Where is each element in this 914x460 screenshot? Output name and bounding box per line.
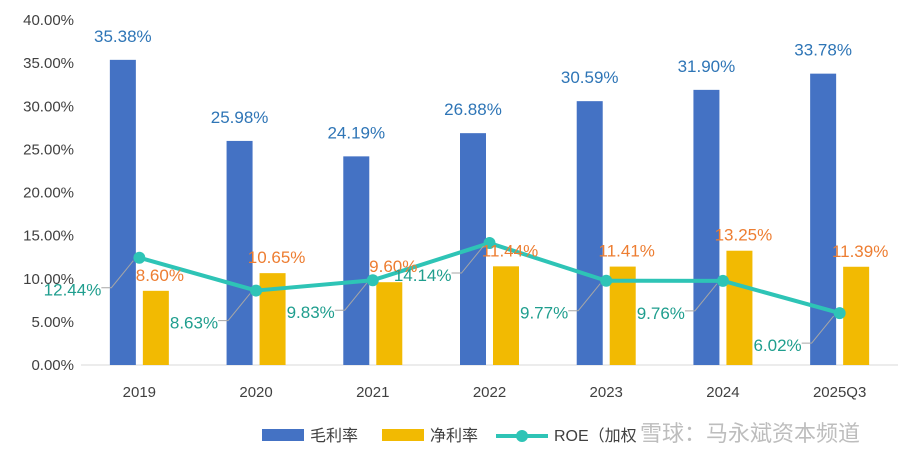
y-tick-label: 25.00% (23, 141, 74, 158)
legend: 毛利率 净利率 ROE（加权 (262, 427, 637, 445)
roe-point (133, 251, 146, 264)
legend-marker-roe (516, 430, 528, 442)
roe-label: 14.14% (394, 266, 452, 285)
roe-point (250, 284, 263, 297)
roe-leader-line (218, 293, 251, 322)
roe-leader-line (684, 283, 718, 312)
x-tick-label: 2024 (706, 384, 739, 401)
gross-margin-label: 24.19% (327, 123, 385, 142)
bar-gross-margin (343, 156, 370, 365)
roe-label: 9.83% (287, 303, 335, 322)
y-tick-label: 35.00% (23, 55, 74, 72)
legend-label-gross-margin: 毛利率 (310, 427, 358, 445)
roe-point (600, 274, 613, 287)
gross-margin-label: 31.90% (678, 57, 736, 76)
y-tick-label: 15.00% (23, 228, 74, 245)
net-margin-label: 11.44% (482, 241, 538, 260)
net-margin-label: 13.25% (715, 226, 773, 245)
roe-leader-line (451, 245, 484, 274)
roe-label: 6.02% (753, 336, 801, 355)
gross-margin-label: 30.59% (561, 68, 619, 87)
x-tick-label: 2019 (123, 384, 156, 401)
legend-swatch-gross-margin (262, 429, 304, 441)
x-tick-label: 2022 (473, 384, 506, 401)
gross-margin-label: 33.78% (794, 41, 852, 60)
line-layer (133, 237, 846, 320)
roe-label: 9.77% (520, 304, 568, 323)
roe-point (366, 274, 379, 287)
roe-leader-line (101, 260, 134, 289)
bar-net-margin (142, 290, 169, 365)
roe-label: 9.76% (637, 304, 685, 323)
bar-gross-margin (810, 73, 837, 366)
roe-point (483, 237, 496, 250)
legend-label-roe: ROE（加权 (554, 427, 637, 445)
bar-net-margin (376, 282, 403, 365)
gross-margin-label: 26.88% (444, 100, 502, 119)
y-tick-label: 20.00% (23, 185, 74, 202)
net-margin-label: 11.41% (599, 242, 655, 261)
roe-label: 12.44% (44, 281, 102, 300)
roe-point (716, 274, 729, 287)
bar-gross-margin (226, 140, 253, 365)
y-tick-label: 30.00% (23, 98, 74, 115)
roe-point (833, 307, 846, 320)
y-tick-label: 5.00% (31, 314, 74, 331)
roe-leader-line (801, 315, 835, 344)
y-tick-label: 10.00% (23, 271, 74, 288)
legend-label-net-margin: 净利率 (430, 427, 478, 445)
net-margin-label: 9.60% (369, 257, 417, 276)
net-margin-label: 11.39% (832, 242, 888, 261)
legend-swatch-net-margin (382, 429, 424, 441)
x-tick-label: 2025Q3 (813, 384, 866, 401)
bar-net-margin (493, 266, 519, 365)
net-margin-label: 10.65% (248, 248, 306, 267)
x-tick-label: 2020 (239, 384, 272, 401)
bar-net-margin (726, 250, 753, 365)
y-tick-label: 40.00% (23, 12, 74, 29)
label-layer: 35.38% 8.60% 25.98% 10.65% 24.19% 9.60% 26.88%… (44, 27, 889, 355)
axis-layer: 0.00% 5.00% 10.00% 15.00% 20.00% 25.00% 30.00%… (23, 12, 898, 401)
watermark: 雪球：马永斌资本频道 (640, 422, 860, 447)
gross-margin-label: 25.98% (211, 108, 269, 127)
roe-label: 8.63% (170, 314, 218, 333)
net-margin-label: 8.60% (136, 266, 184, 285)
bar-gross-margin (693, 89, 720, 366)
roe-leader-line (334, 282, 368, 311)
x-tick-label: 2021 (356, 384, 389, 401)
bar-gross-margin (576, 101, 603, 365)
bar-gross-margin (109, 59, 136, 365)
gross-margin-label: 35.38% (94, 27, 152, 46)
y-tick-label: 0.00% (31, 357, 74, 374)
roe-leader-line (568, 283, 601, 312)
bar-net-margin (609, 266, 636, 365)
x-tick-label: 2023 (590, 384, 623, 401)
bar-net-margin (843, 266, 870, 365)
